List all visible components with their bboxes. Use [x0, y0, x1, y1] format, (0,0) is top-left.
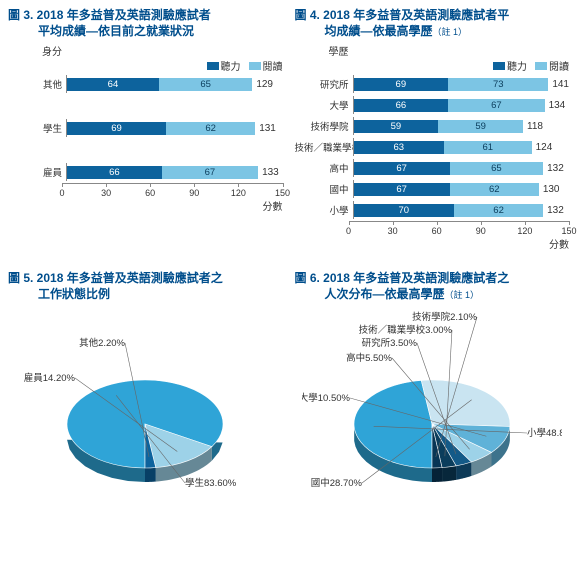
- bar-segment-listening: 67: [354, 183, 450, 196]
- bar-total-label: 131: [255, 123, 276, 134]
- pie-slice-label: 小學48.80%: [527, 427, 562, 439]
- bar-category-label: 研究所: [295, 77, 353, 91]
- chart-5-title: 圖 5. 2018 年多益普及英語測驗應試者之 工作狀態比例: [8, 271, 283, 302]
- pie-slice-label: 研究所3.50%: [361, 337, 417, 349]
- bar-segment-listening: 64: [67, 78, 159, 91]
- bar-segment-listening: 67: [354, 162, 450, 175]
- pie-slice-label: 雇員14.20%: [24, 372, 76, 384]
- bar-segment-reading: 59: [438, 120, 523, 133]
- bar-row: 雇員6667133: [8, 163, 283, 181]
- bar-row: 學生6962131: [8, 119, 283, 137]
- chart-4-xlabel: 分數: [295, 236, 570, 251]
- bar-total-label: 132: [543, 205, 564, 216]
- pie-side: [442, 466, 456, 482]
- bar-segment-reading: 62: [450, 183, 539, 196]
- axis-tick-label: 120: [231, 188, 246, 198]
- bar-total-label: 133: [258, 167, 279, 178]
- pie-slice-label: 技術學院2.10%: [412, 311, 477, 323]
- bar-row: 大學6667134: [295, 96, 570, 114]
- bar-segment-listening: 66: [67, 166, 162, 179]
- bar-category-label: 大學: [295, 98, 353, 112]
- bar-total-label: 141: [548, 79, 569, 90]
- axis-tick-label: 120: [517, 226, 532, 236]
- chart-3-title: 圖 3. 2018 年多益普及英語測驗應試者 平均成績—依目前之就業狀況: [8, 8, 283, 39]
- bar-segment-listening: 66: [354, 99, 449, 112]
- axis-tick-label: 90: [476, 226, 486, 236]
- bar-segment-reading: 73: [448, 78, 548, 91]
- pie-slice: [421, 380, 510, 427]
- bar-category-label: 國中: [295, 182, 353, 196]
- bar-total-label: 134: [545, 100, 566, 111]
- chart-4-legend: 聽力 閱讀: [295, 58, 570, 73]
- axis-tick-label: 30: [101, 188, 111, 198]
- chart-5-panel: 圖 5. 2018 年多益普及英語測驗應試者之 工作狀態比例 學生83.60% 雇…: [8, 271, 283, 506]
- axis-tick-label: 150: [561, 226, 576, 236]
- chart-5-pie: 學生83.60% 雇員14.20% 其他2.20%: [15, 306, 275, 506]
- chart-4-ylabel: 學歷: [295, 43, 570, 58]
- bar-category-label: 高中: [295, 161, 353, 175]
- bar-total-label: 129: [252, 79, 273, 90]
- pie-slice-label: 大學10.50%: [302, 392, 351, 404]
- chart-3-legend: 聽力 閱讀: [8, 58, 283, 73]
- chart-6-pie: 小學48.80%國中28.70%大學10.50%高中5.50%研究所3.50%技…: [302, 306, 562, 506]
- bar-segment-listening: 59: [354, 120, 439, 133]
- bar-row: 國中6762130: [295, 180, 570, 198]
- bar-row: 小學7062132: [295, 201, 570, 219]
- bar-row: 研究所6973141: [295, 75, 570, 93]
- pie-side: [145, 468, 156, 482]
- chart-3-xlabel: 分數: [8, 198, 283, 213]
- chart-4-panel: 圖 4. 2018 年多益普及英語測驗應試者平 均成績—依最高學歷（註 1） 學…: [295, 8, 570, 251]
- bar-total-label: 130: [539, 184, 560, 195]
- chart-3-panel: 圖 3. 2018 年多益普及英語測驗應試者 平均成績—依目前之就業狀況 身分 …: [8, 8, 283, 251]
- axis-tick-label: 60: [145, 188, 155, 198]
- pie-slice-label: 其他2.20%: [79, 337, 125, 349]
- pie-slice-label: 技術／職業學校3.00%: [358, 324, 452, 336]
- bar-total-label: 132: [543, 163, 564, 174]
- bar-total-label: 124: [532, 142, 553, 153]
- pie-slice-label: 高中5.50%: [346, 352, 392, 364]
- bar-row: 技術學院5959118: [295, 117, 570, 135]
- bar-category-label: 小學: [295, 203, 353, 217]
- axis-tick-label: 90: [189, 188, 199, 198]
- bar-segment-reading: 67: [448, 99, 544, 112]
- axis-tick-label: 60: [432, 226, 442, 236]
- bar-total-label: 118: [523, 121, 543, 132]
- bar-segment-reading: 62: [166, 122, 255, 135]
- chart-4-title: 圖 4. 2018 年多益普及英語測驗應試者平 均成績—依最高學歷（註 1）: [295, 8, 570, 39]
- chart-3-ylabel: 身分: [8, 43, 283, 58]
- bar-segment-listening: 69: [354, 78, 449, 91]
- bar-category-label: 其他: [8, 77, 66, 91]
- axis-tick-label: 0: [346, 226, 351, 236]
- bar-row: 高中6765132: [295, 159, 570, 177]
- bar-category-label: 雇員: [8, 165, 66, 179]
- bar-segment-listening: 70: [354, 204, 455, 217]
- bar-segment-listening: 69: [67, 122, 166, 135]
- bar-segment-reading: 61: [444, 141, 532, 154]
- axis-tick-label: 30: [388, 226, 398, 236]
- pie-slice-label: 國中28.70%: [311, 477, 363, 489]
- chart-6-panel: 圖 6. 2018 年多益普及英語測驗應試者之 人次分布—依最高學歷（註 1） …: [295, 271, 570, 506]
- bar-category-label: 學生: [8, 121, 66, 135]
- chart-3-bars: 其他6465129 學生6962131 雇員6667133: [8, 75, 283, 181]
- bar-category-label: 技術／職業學校: [295, 140, 353, 154]
- axis-tick-label: 0: [59, 188, 64, 198]
- pie-slice-label: 學生83.60%: [185, 477, 237, 489]
- bar-segment-listening: 63: [354, 141, 445, 154]
- bar-segment-reading: 65: [450, 162, 543, 175]
- pie-side: [432, 468, 442, 482]
- chart-4-bars: 研究所6973141大學6667134技術學院5959118技術／職業學校636…: [295, 75, 570, 219]
- chart-6-title: 圖 6. 2018 年多益普及英語測驗應試者之 人次分布—依最高學歷（註 1）: [295, 271, 570, 302]
- bar-category-label: 技術學院: [295, 119, 353, 133]
- bar-row: 其他6465129: [8, 75, 283, 93]
- bar-row: 技術／職業學校6361124: [295, 138, 570, 156]
- bar-segment-reading: 67: [162, 166, 258, 179]
- bar-segment-reading: 65: [159, 78, 252, 91]
- bar-segment-reading: 62: [454, 204, 543, 217]
- axis-tick-label: 150: [275, 188, 290, 198]
